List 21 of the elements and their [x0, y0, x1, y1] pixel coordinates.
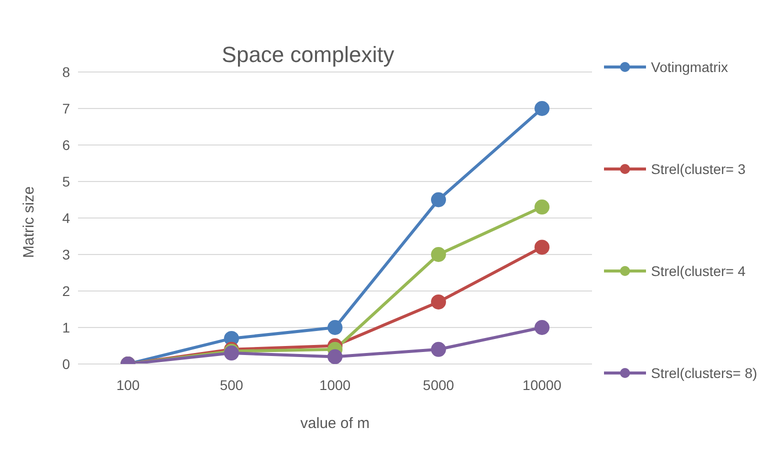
x-tick-label: 100	[116, 376, 140, 393]
y-tick-label: 2	[62, 282, 70, 299]
y-tick-label: 1	[62, 319, 70, 336]
y-tick-label: 5	[62, 173, 70, 190]
x-tick-label: 500	[220, 376, 244, 393]
y-tick-label: 8	[62, 64, 70, 80]
y-tick-label: 7	[62, 100, 70, 116]
x-tick-label: 1000	[319, 376, 351, 393]
x-tick-label: 5000	[422, 376, 454, 393]
y-tick-label: 0	[62, 356, 70, 372]
y-axis-title: Matric size	[20, 186, 38, 258]
x-axis-title: value of m	[300, 415, 370, 432]
legend-label: Votingmatrix	[651, 58, 728, 76]
legend-label: Strel(cluster= 4	[651, 262, 746, 280]
y-tick-label: 3	[62, 246, 70, 262]
y-tick-label: 4	[62, 210, 70, 226]
y-tick-label: 6	[62, 136, 70, 153]
legend-label: Strel(cluster= 3	[651, 160, 746, 178]
x-tick-label: 10000	[522, 376, 562, 393]
legend-label: Strel(clusters= 8)	[651, 364, 758, 382]
chart-title: Space complexity	[222, 42, 394, 67]
